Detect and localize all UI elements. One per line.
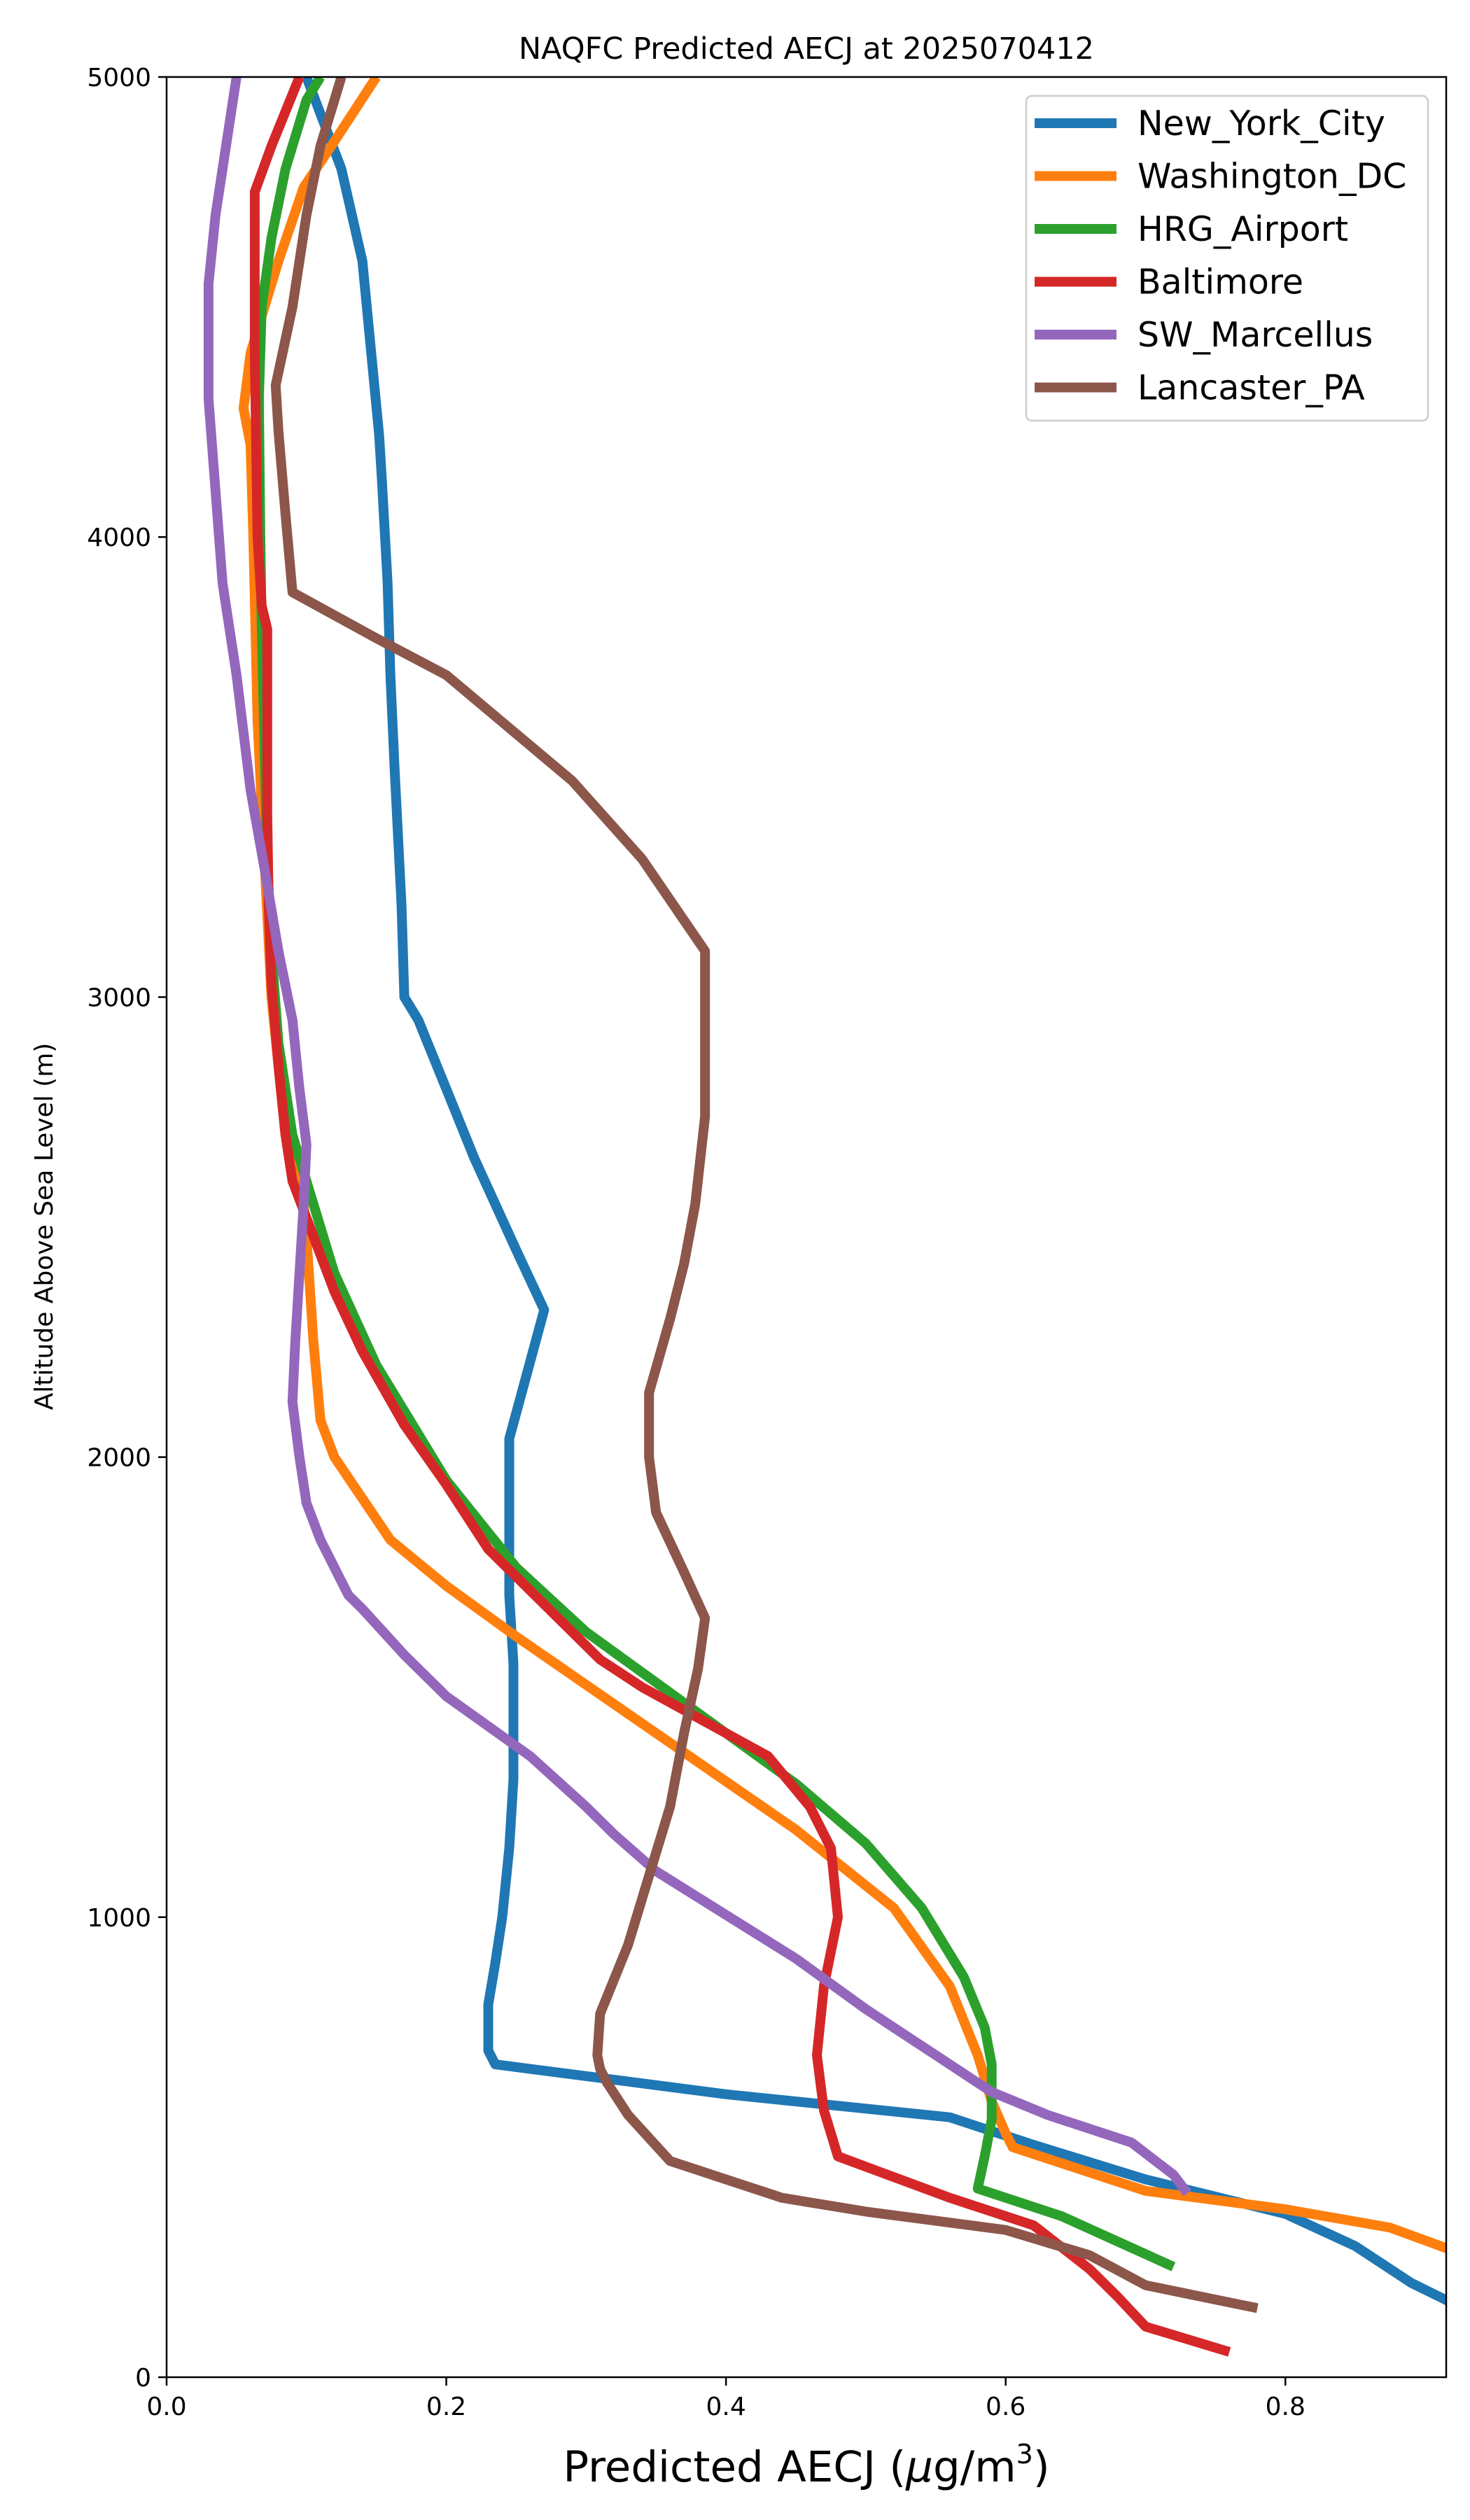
- x-axis-label-unit: g/m: [933, 2442, 1016, 2492]
- x-tick-label: 0.8: [1266, 2393, 1306, 2421]
- legend-label: New_York_City: [1138, 104, 1385, 144]
- y-axis: 0 1000 2000 3000 4000 5000: [87, 64, 167, 2393]
- x-axis-label-mu: μ: [905, 2442, 933, 2492]
- series-line-4: [203, 77, 1191, 2197]
- x-tick-label: 0.6: [986, 2393, 1026, 2421]
- legend-label: Washington_DC: [1138, 157, 1406, 197]
- y-tick-label: 5000: [87, 64, 151, 92]
- y-tick-label: 1000: [87, 1904, 151, 1933]
- x-axis-label: Predicted AECJ (μg/m3): [563, 2439, 1049, 2492]
- series-layer: [203, 77, 1446, 2357]
- series-line-1: [238, 77, 1446, 2254]
- series-line-5: [270, 77, 1259, 2314]
- x-tick-label: 0.0: [146, 2393, 186, 2421]
- legend-box: [1025, 94, 1429, 422]
- x-tick-label: 0.2: [426, 2393, 466, 2421]
- x-axis-label-close: ): [1033, 2442, 1050, 2492]
- x-axis-label-superscript: 3: [1016, 2439, 1033, 2470]
- legend-label: Lancaster_PA: [1138, 368, 1365, 408]
- y-tick-label: 4000: [87, 524, 151, 552]
- plot-frame: [165, 76, 1448, 2379]
- legend: New_York_City Washington_DC HRG_Airport Bal…: [1025, 94, 1429, 422]
- legend-label: SW_Marcellus: [1138, 315, 1373, 355]
- series-line-3: [249, 77, 1231, 2357]
- y-tick-label: 0: [135, 2364, 151, 2393]
- y-tick-label: 2000: [87, 1444, 151, 1473]
- legend-label: HRG_Airport: [1138, 209, 1348, 249]
- y-axis-label: Altitude Above Sea Level (m): [30, 1043, 59, 1410]
- x-tick-label: 0.4: [706, 2393, 746, 2421]
- y-tick-label: 3000: [87, 983, 151, 1012]
- x-axis-label-main: Predicted AECJ (: [563, 2442, 906, 2492]
- legend-label: Baltimore: [1138, 262, 1303, 302]
- x-axis: 0.0 0.2 0.4 0.6 0.8: [146, 2377, 1306, 2421]
- chart-title: NAQFC Predicted AECJ at 2025070412: [519, 31, 1094, 66]
